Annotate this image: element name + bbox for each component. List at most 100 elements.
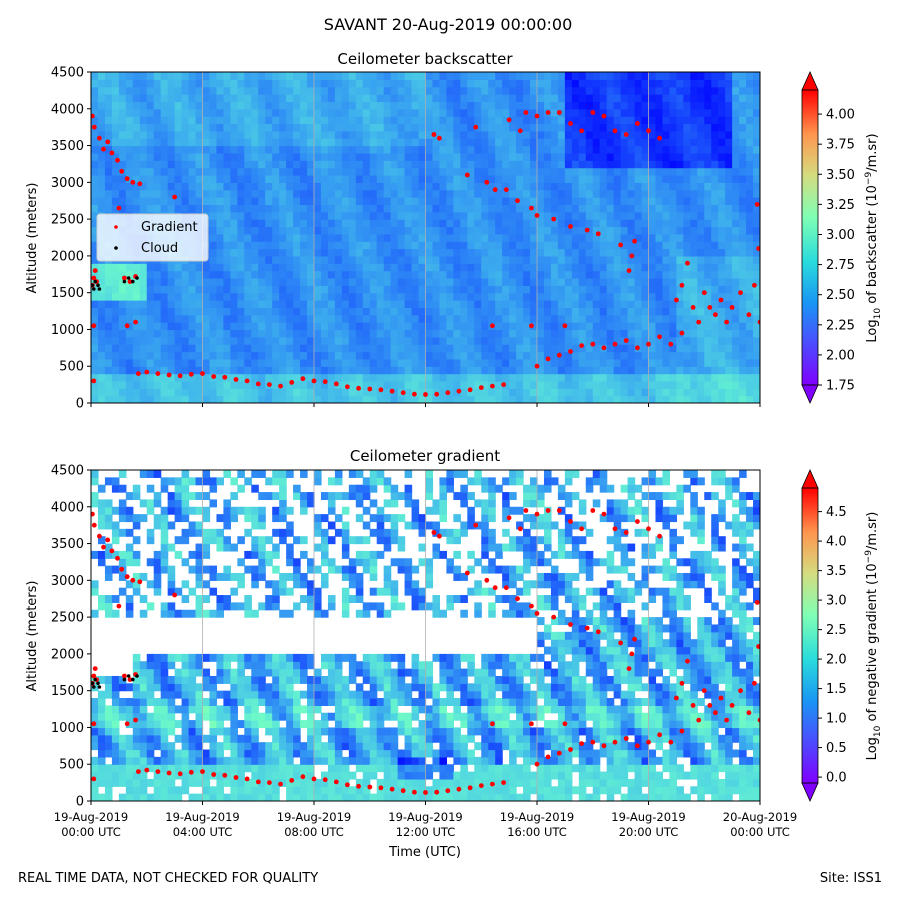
heatmap-cell: [599, 300, 608, 308]
heatmap-cell: [662, 351, 671, 360]
heatmap-cell: [509, 358, 517, 367]
heatmap-cell: [530, 329, 538, 338]
heatmap-cell: [91, 152, 99, 161]
heatmap-cell: [662, 373, 671, 382]
heatmap-cell: [91, 580, 99, 589]
heatmap-cell: [286, 241, 294, 250]
heatmap-cell: [432, 322, 441, 331]
heatmap-cell: [550, 248, 559, 257]
heatmap-cell: [599, 270, 608, 279]
heatmap-cell: [195, 771, 204, 780]
heatmap-cell: [307, 182, 315, 191]
heatmap-cell: [125, 123, 134, 132]
heatmap-cell: [460, 160, 468, 169]
heatmap-cell: [739, 86, 747, 95]
heatmap-cell: [711, 233, 719, 242]
heatmap-cell: [732, 204, 740, 213]
heatmap-cell: [732, 248, 740, 257]
heatmap-cell: [314, 292, 322, 301]
heatmap-cell: [160, 756, 169, 765]
heatmap-cell: [216, 358, 225, 367]
heatmap-cell: [704, 167, 712, 176]
heatmap-cell: [341, 329, 350, 338]
heatmap-cell: [495, 285, 503, 294]
heatmap-cell: [181, 727, 190, 736]
heatmap-cell: [125, 145, 134, 154]
heatmap-cell: [725, 116, 733, 125]
heatmap-cell: [111, 167, 120, 176]
heatmap-cell: [209, 138, 218, 147]
heatmap-cell: [446, 336, 454, 345]
heatmap-cell: [202, 285, 211, 294]
heatmap-cell: [216, 255, 225, 264]
heatmap-cell: [188, 675, 197, 684]
heatmap-cell: [369, 226, 378, 235]
heatmap-cell: [251, 322, 259, 331]
heatmap-cell: [209, 263, 218, 272]
heatmap-cell: [300, 226, 308, 235]
heatmap-cell: [167, 499, 176, 508]
heatmap-cell: [341, 101, 350, 110]
heatmap-cell: [327, 204, 336, 213]
heatmap-cell: [550, 255, 559, 264]
heatmap-cell: [132, 167, 141, 176]
heatmap-cell: [132, 285, 141, 294]
heatmap-cell: [300, 145, 308, 154]
heatmap-cell: [181, 108, 190, 117]
heatmap-cell: [488, 248, 496, 257]
heatmap-cell: [251, 211, 259, 220]
heatmap-cell: [307, 123, 315, 132]
heatmap-cell: [111, 174, 120, 183]
heatmap-cell: [613, 189, 622, 198]
heatmap-cell: [543, 373, 552, 382]
heatmap-cell: [181, 609, 190, 618]
heatmap-cell: [495, 300, 503, 308]
heatmap-cell: [732, 152, 740, 161]
heatmap-cell: [690, 322, 698, 331]
heatmap-cell: [104, 395, 113, 403]
heatmap-cell: [118, 86, 127, 95]
heatmap-cell: [320, 116, 329, 125]
heatmap-cell: [537, 233, 545, 242]
heatmap-cell: [453, 211, 461, 220]
heatmap-cell: [746, 72, 754, 80]
heatmap-cell: [362, 388, 371, 397]
gradient-point: [534, 363, 540, 369]
heatmap-cell: [293, 108, 301, 117]
heatmap-cell: [327, 233, 336, 242]
heatmap-cell: [571, 167, 580, 176]
heatmap-cell: [697, 388, 705, 397]
heatmap-cell: [557, 395, 566, 403]
heatmap-cell: [516, 358, 524, 367]
heatmap-cell: [369, 72, 378, 80]
heatmap-cell: [167, 380, 176, 389]
heatmap-cell: [125, 492, 134, 501]
heatmap-cell: [104, 609, 113, 618]
gradient-panel: Ceilometer gradient 05001000150020002500…: [25, 447, 883, 860]
heatmap-cell: [118, 771, 127, 780]
gradient-point: [345, 384, 350, 390]
heatmap-cell: [230, 116, 238, 125]
heatmap-cell: [543, 395, 552, 403]
heatmap-cell: [314, 130, 322, 139]
heatmap-cell: [327, 366, 336, 375]
heatmap-cell: [578, 336, 587, 345]
heatmap-cell: [683, 285, 691, 294]
heatmap-cell: [676, 219, 684, 228]
heatmap-cell: [188, 727, 197, 736]
heatmap-cell: [237, 322, 245, 331]
heatmap-cell: [202, 160, 211, 169]
heatmap-cell: [739, 300, 747, 308]
gradient-point: [255, 381, 261, 387]
heatmap-cell: [272, 263, 280, 272]
heatmap-cell: [578, 358, 587, 367]
heatmap-cell: [91, 292, 99, 301]
heatmap-cell: [390, 285, 399, 294]
heatmap-cell: [111, 771, 120, 780]
heatmap-cell: [286, 160, 294, 169]
heatmap-cell: [286, 358, 294, 367]
heatmap-cell: [104, 477, 113, 486]
heatmap-cell: [383, 101, 392, 110]
heatmap-cell: [704, 380, 712, 389]
heatmap-cell: [97, 292, 106, 301]
